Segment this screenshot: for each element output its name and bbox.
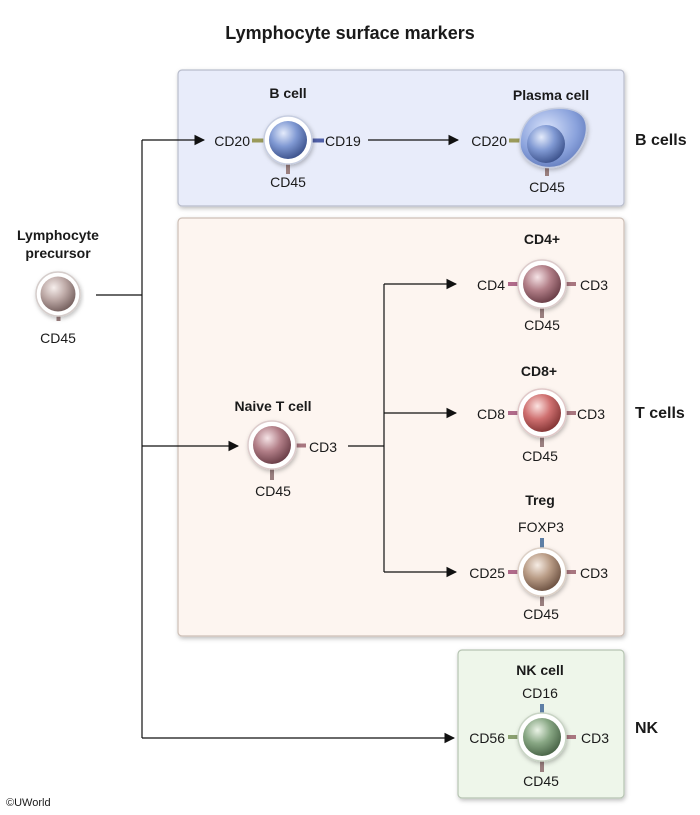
- nk-cell-marker-cd3: CD3: [581, 730, 609, 746]
- cd8-t-cell-marker-cd45: CD45: [522, 448, 558, 464]
- precursor-marker-cd45: CD45: [40, 330, 76, 346]
- plasma-cell-marker-cd45: CD45: [529, 179, 565, 195]
- cd4-t-cell-marker-cd4: CD4: [477, 277, 505, 293]
- connector-lines: [96, 134, 460, 744]
- naive-t-cell-marker-cd3: CD3: [309, 439, 337, 455]
- cd4-t-cell-marker-cd45: CD45: [524, 317, 560, 333]
- group-label-t-cells: T cells: [635, 405, 685, 422]
- cd4-t-cell: [508, 259, 576, 318]
- b-cell-marker-cd45: CD45: [270, 174, 306, 190]
- nk-cell-marker-cd16: CD16: [522, 685, 558, 701]
- cd8-t-cell: [508, 388, 576, 447]
- cd4-t-cell-title: CD4+: [524, 231, 560, 247]
- treg-cell-marker-foxp3: FOXP3: [518, 519, 564, 535]
- plasma-cell-title: Plasma cell: [513, 87, 589, 103]
- treg-cell-marker-cd25: CD25: [469, 565, 505, 581]
- b-cell: [252, 115, 324, 174]
- treg-cell-title: Treg: [525, 492, 555, 508]
- nk-cell-marker-cd45: CD45: [523, 773, 559, 789]
- b-cell-title: B cell: [269, 85, 306, 101]
- diagram-title: Lymphocyte surface markers: [225, 23, 474, 43]
- b-cell-marker-cd19: CD19: [325, 133, 361, 149]
- nk-cell-title: NK cell: [516, 662, 563, 678]
- cd8-t-cell-marker-cd3: CD3: [577, 406, 605, 422]
- t-cells-panel: [177, 217, 625, 637]
- group-label-b-cells: B cells: [635, 132, 687, 149]
- precursor-title-line2: precursor: [25, 245, 91, 261]
- group-label-nk: NK: [635, 720, 659, 737]
- cd8-t-cell-title: CD8+: [521, 363, 557, 379]
- treg-cell: [508, 538, 576, 606]
- cd4-t-cell-marker-cd3: CD3: [580, 277, 608, 293]
- precursor-cell: [35, 271, 81, 321]
- plasma-cell-marker-cd20: CD20: [471, 133, 507, 149]
- naive-t-cell-marker-cd45: CD45: [255, 483, 291, 499]
- naive-t-cell-title: Naive T cell: [234, 398, 311, 414]
- precursor-title-line1: Lymphocyte: [17, 227, 99, 243]
- naive-t-cell: [247, 420, 306, 480]
- plasma-cell: [509, 107, 588, 176]
- nk-cell-marker-cd56: CD56: [469, 730, 505, 746]
- nk-cell: [508, 704, 576, 772]
- copyright-text: ©UWorld: [6, 797, 51, 809]
- treg-cell-marker-cd45: CD45: [523, 606, 559, 622]
- b-cell-marker-cd20: CD20: [214, 133, 250, 149]
- cd8-t-cell-marker-cd8: CD8: [477, 406, 505, 422]
- treg-cell-marker-cd3: CD3: [580, 565, 608, 581]
